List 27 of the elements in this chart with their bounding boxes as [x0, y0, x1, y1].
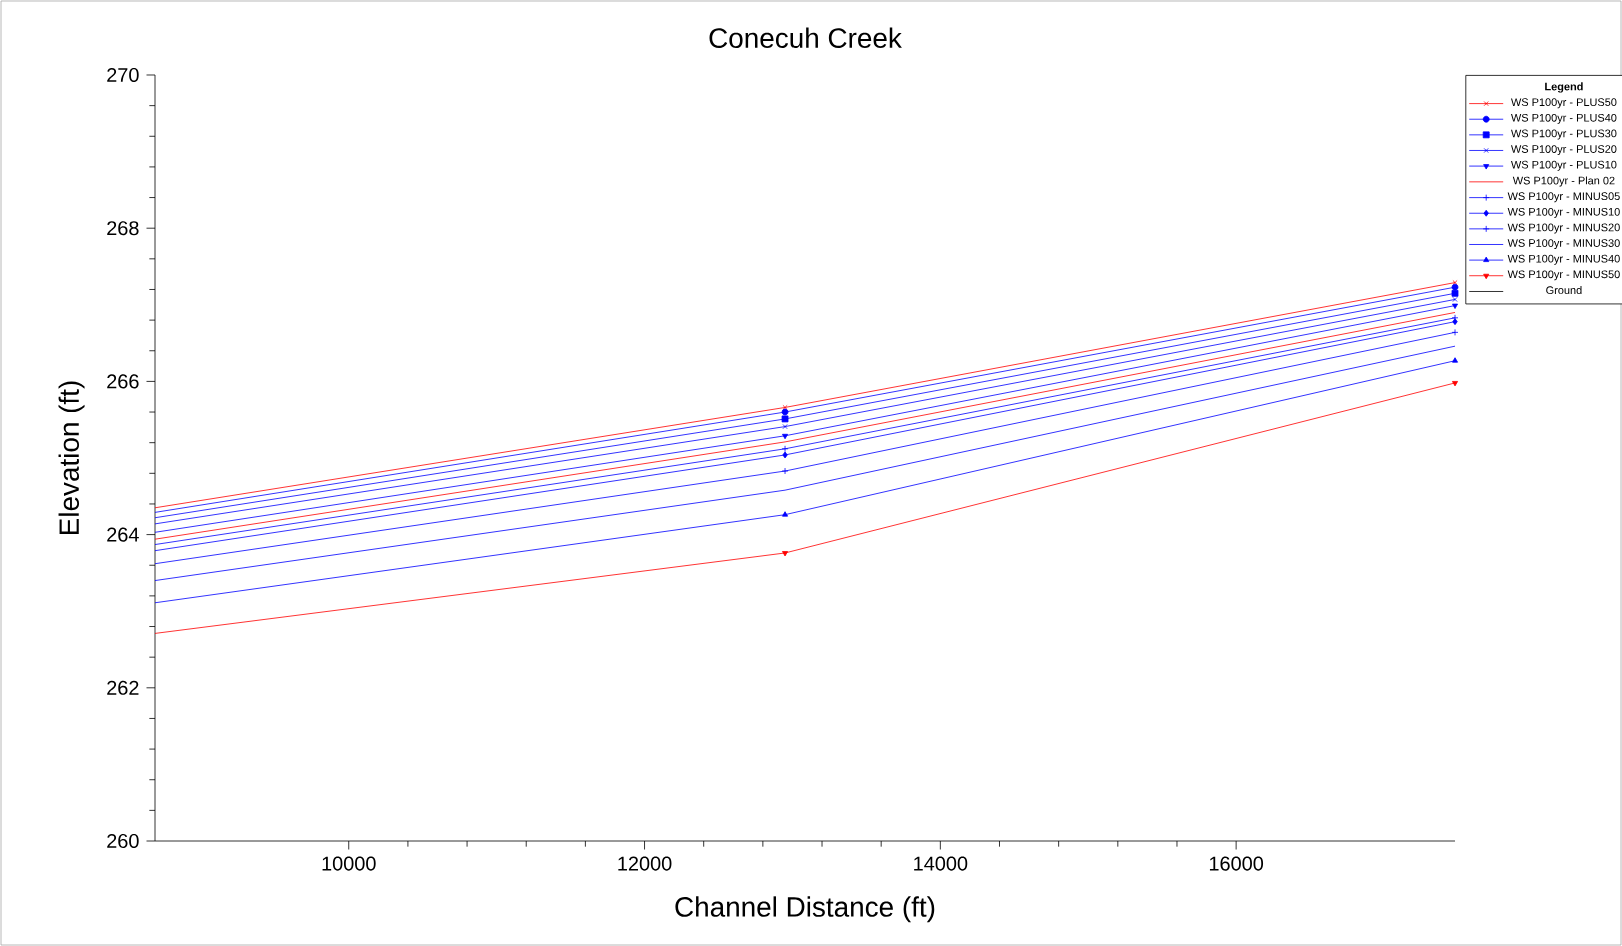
- legend-label: Ground: [1546, 286, 1582, 295]
- legend-label: WS P100yr - PLUS10: [1511, 160, 1617, 171]
- legend-label: WS P100yr - MINUS50: [1507, 270, 1620, 281]
- legend-label: WS P100yr - PLUS50: [1511, 98, 1617, 109]
- x-tick-label: 12000: [618, 856, 672, 871]
- legend-label: WS P100yr - Plan 02: [1512, 176, 1615, 187]
- y-tick-label: 262: [107, 680, 139, 695]
- x-axis-title: Channel Distance (ft): [675, 896, 935, 923]
- legend-label: WS P100yr - MINUS20: [1507, 223, 1620, 234]
- x-tick-label: 10000: [322, 856, 376, 871]
- y-tick-label: 260: [107, 833, 139, 849]
- y-tick-label: 268: [107, 221, 139, 236]
- legend-label: WS P100yr - MINUS05: [1507, 192, 1620, 203]
- legend-label: WS P100yr - PLUS40: [1511, 113, 1617, 124]
- y-tick-label: 264: [107, 527, 139, 542]
- legend-label: WS P100yr - PLUS20: [1511, 145, 1617, 156]
- chart-title: Conecuh Creek: [709, 27, 902, 49]
- x-tick-label: 16000: [1209, 856, 1264, 871]
- x-tick-label: 14000: [914, 856, 968, 871]
- legend-label: WS P100yr - MINUS40: [1507, 254, 1620, 265]
- legend-title: Legend: [1545, 82, 1583, 93]
- y-tick-label: 266: [107, 374, 139, 389]
- legend-label: WS P100yr - MINUS30: [1507, 239, 1620, 250]
- y-axis-title: Elevation (ft): [58, 381, 85, 535]
- y-tick-label: 270: [107, 67, 139, 83]
- legend-label: WS P100yr - MINUS10: [1507, 207, 1620, 218]
- legend-label: WS P100yr - PLUS30: [1511, 129, 1617, 140]
